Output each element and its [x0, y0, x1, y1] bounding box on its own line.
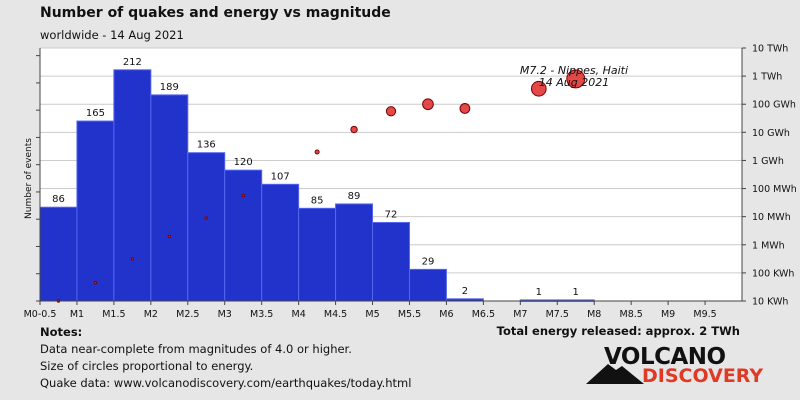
logo-line1: VOLCANO	[604, 344, 726, 370]
note-line: Data near-complete from magnitudes of 4.…	[40, 342, 352, 356]
logo-line2: DISCOVERY	[642, 365, 764, 387]
volcano-icon	[586, 364, 644, 384]
energy-axis-label: 10 TWh	[752, 44, 788, 55]
bar	[76, 120, 115, 302]
energy-circle	[93, 281, 98, 285]
bar	[372, 221, 410, 302]
note-line[interactable]: Quake data: www.volcanodiscovery.com/ear…	[40, 376, 412, 390]
energy-circle	[566, 69, 586, 89]
x-tick-label: M5	[365, 309, 379, 320]
total-energy: Total energy released: approx. 2 TWh	[496, 324, 740, 338]
x-tick-label: M8	[587, 309, 601, 320]
bar	[224, 169, 263, 302]
x-tick-label: M2.5	[176, 309, 199, 320]
energy-circle	[385, 106, 397, 117]
chart-title: Number of quakes and energy vs magnitude	[40, 5, 391, 21]
energy-circle	[459, 103, 471, 114]
bar	[187, 152, 226, 302]
x-tick-label: M2	[144, 309, 158, 320]
bar-count-label: 89	[348, 191, 361, 202]
x-tick-label: M8.5	[620, 309, 643, 320]
energy-circle	[314, 149, 320, 155]
bar-count-label: 2	[462, 286, 468, 297]
energy-axis-label: 1 MWh	[752, 240, 785, 251]
bar	[261, 183, 300, 302]
x-tick-label: M1	[70, 309, 84, 320]
bar-count-label: 107	[271, 171, 290, 182]
x-tick-label: M9	[661, 309, 675, 320]
bar	[335, 203, 374, 302]
bar-count-label: 72	[385, 209, 398, 220]
bar-count-label: 136	[197, 140, 216, 151]
x-tick-label: M1.5	[102, 309, 125, 320]
chart-subtitle: worldwide - 14 Aug 2021	[40, 28, 184, 42]
bar	[298, 207, 337, 302]
x-tick-label: M7	[513, 309, 527, 320]
annotation-line2: 14 Aug 2021	[539, 76, 609, 89]
bar	[150, 94, 189, 302]
bar-count-label: 1	[573, 287, 579, 298]
x-tick-label: M6	[439, 309, 453, 320]
bar-count-label: 120	[234, 157, 253, 168]
energy-circle	[530, 80, 547, 97]
bar	[39, 206, 78, 302]
bar-count-label: 165	[86, 108, 105, 119]
x-tick-label: M7.5	[546, 309, 569, 320]
energy-circle	[167, 234, 172, 239]
notes-block: Notes: Data near-complete from magnitude…	[40, 324, 411, 392]
volcanodiscovery-logo[interactable]: VOLCANO DISCOVERY	[586, 344, 763, 388]
bar-count-label: 86	[52, 194, 65, 205]
y-axis-label: Number of events	[24, 138, 34, 219]
bar-count-label: 85	[311, 195, 324, 206]
energy-axis-label: 10 MWh	[752, 212, 791, 223]
energy-circle	[204, 216, 208, 220]
energy-axis-label: 100 GWh	[752, 100, 796, 111]
annotation-line1: M7.2 - Nippes, Haiti	[520, 64, 628, 77]
energy-circle	[130, 257, 135, 261]
energy-axis-label: 1 TWh	[752, 72, 782, 83]
x-tick-label: M4	[292, 309, 306, 320]
energy-axis-label: 100 KWh	[752, 268, 794, 279]
energy-axis-label: 100 MWh	[752, 184, 797, 195]
bar-count-label: 1	[536, 287, 542, 298]
bar-count-label: 189	[160, 82, 179, 93]
x-tick-label: M4.5	[324, 309, 347, 320]
note-line: Size of circles proportional to energy.	[40, 359, 254, 373]
x-tick-label: M3	[218, 309, 232, 320]
bar-count-label: 212	[123, 57, 142, 68]
notes-heading: Notes:	[40, 325, 83, 339]
energy-circle	[350, 125, 358, 134]
energy-circle	[241, 193, 245, 198]
energy-axis-label: 10 GWh	[752, 128, 790, 139]
x-tick-label: M3.5	[250, 309, 273, 320]
energy-circle	[422, 98, 434, 111]
energy-axis-label: 10 KWh	[752, 297, 788, 308]
bar-count-label: 29	[422, 256, 435, 267]
x-tick-label: M6.5	[472, 309, 495, 320]
x-tick-label: M0-0.5	[24, 309, 57, 320]
bar	[113, 69, 152, 302]
energy-axis-label: 1 GWh	[752, 156, 784, 167]
x-tick-label: M5.5	[398, 309, 421, 320]
x-tick-label: M9.5	[693, 309, 716, 320]
bar	[408, 268, 447, 302]
